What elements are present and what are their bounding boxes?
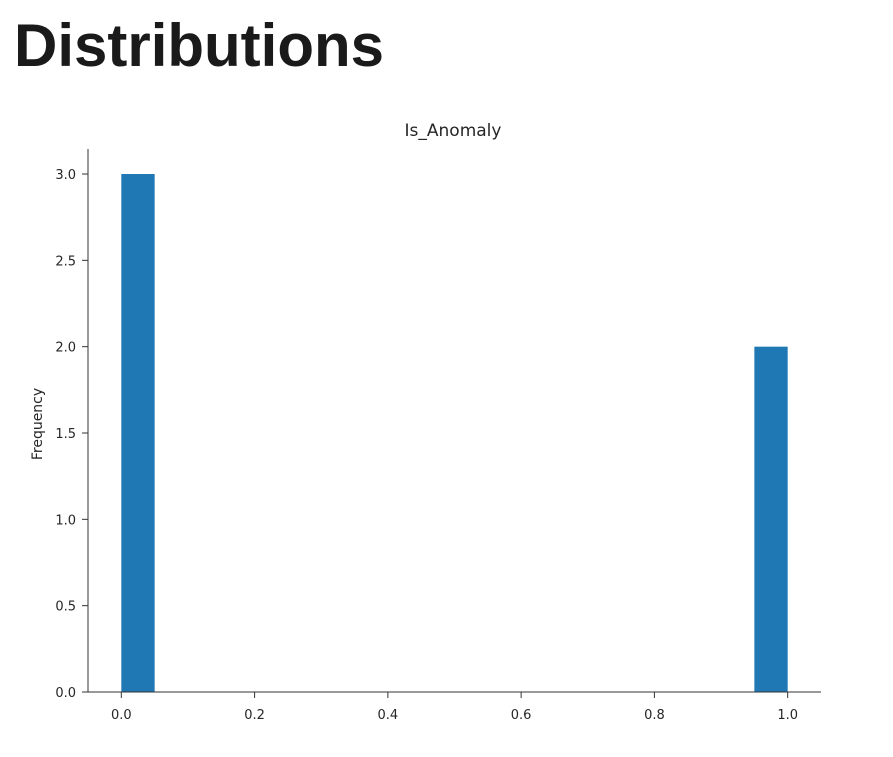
- y-axis-label: Frequency: [30, 388, 46, 460]
- histogram-bar: [121, 174, 155, 692]
- y-tick-label: 3.0: [55, 168, 76, 183]
- x-tick-label: 0.2: [244, 708, 265, 723]
- y-tick-label: 2.0: [55, 341, 76, 356]
- y-tick-label: 0.0: [55, 686, 76, 701]
- x-tick-label: 0.6: [511, 708, 532, 723]
- y-tick-label: 1.5: [55, 427, 76, 442]
- x-axis: 0.0 0.2 0.4 0.6 0.8 1.0: [88, 691, 821, 723]
- y-axis: 0.0 0.5 1.0 1.5 2.0 2.5 3.0: [55, 149, 89, 701]
- y-tick-label: 1.0: [55, 513, 76, 528]
- chart-title: Is_Anomaly: [405, 121, 502, 141]
- x-tick-label: 1.0: [777, 708, 798, 723]
- x-tick-label: 0.8: [644, 708, 665, 723]
- y-tick-label: 0.5: [55, 600, 76, 615]
- histogram-bar: [754, 346, 788, 692]
- page-title: Distributions: [14, 12, 384, 79]
- x-tick-label: 0.0: [111, 708, 132, 723]
- bars-group: [121, 174, 788, 692]
- y-tick-label: 2.5: [55, 254, 76, 269]
- x-tick-label: 0.4: [378, 708, 399, 723]
